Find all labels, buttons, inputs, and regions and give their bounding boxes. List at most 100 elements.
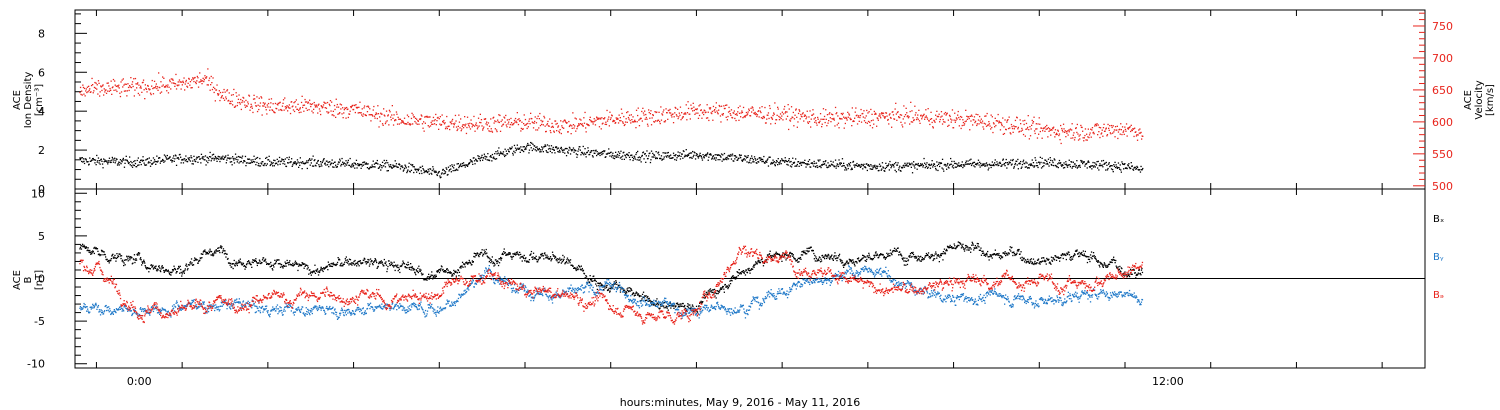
velocity-point	[310, 105, 312, 108]
Bx-point	[256, 262, 258, 264]
velocity-point	[761, 106, 763, 108]
density-point	[652, 152, 654, 155]
density-point	[384, 166, 387, 168]
Bx-point	[582, 269, 585, 271]
Bx-point	[215, 252, 217, 254]
Bx-point	[580, 269, 582, 271]
density-point	[1136, 165, 1138, 168]
density-point	[407, 169, 409, 171]
density-point	[615, 156, 617, 158]
Bx-point	[531, 256, 533, 258]
density-point	[262, 161, 264, 163]
density-point	[780, 163, 782, 165]
density-point	[392, 166, 395, 168]
density-point	[352, 164, 355, 166]
velocity-point	[793, 125, 795, 127]
density-point	[340, 163, 343, 166]
Bx-point	[419, 270, 421, 272]
density-point	[838, 159, 840, 161]
density-point	[1116, 167, 1118, 169]
density-point	[285, 165, 288, 168]
density-point	[373, 166, 375, 168]
density-point	[423, 171, 425, 174]
density-point	[941, 167, 943, 169]
density-point	[1031, 159, 1033, 161]
density-point	[99, 163, 101, 165]
velocity-point	[308, 109, 310, 111]
Bx-point	[622, 289, 625, 292]
Bx-point	[385, 264, 388, 266]
density-point	[353, 162, 355, 164]
velocity-point	[779, 113, 782, 115]
density-point	[101, 163, 104, 165]
velocity-point	[1034, 132, 1036, 135]
Bx-point	[220, 247, 222, 249]
density-point	[1058, 159, 1061, 162]
Bx-point	[415, 269, 417, 271]
velocity-point	[339, 103, 341, 105]
density-point	[394, 165, 396, 168]
density-point	[403, 169, 405, 171]
density-point	[722, 154, 724, 156]
density-point	[749, 157, 752, 160]
density-point	[177, 157, 179, 159]
density-point	[744, 159, 746, 161]
density-point	[969, 159, 971, 161]
density-point	[781, 158, 783, 160]
velocity-point	[975, 113, 977, 115]
velocity-point	[982, 126, 984, 128]
density-point	[149, 162, 151, 164]
density-point	[229, 158, 231, 160]
Bx-point	[376, 261, 378, 264]
velocity-point	[506, 126, 508, 128]
velocity-point	[865, 121, 867, 124]
Bx-point	[433, 274, 435, 276]
density-point	[445, 167, 447, 169]
velocity-point	[219, 99, 221, 102]
velocity-point	[589, 116, 591, 118]
velocity-point	[420, 118, 422, 120]
Bx-point	[605, 285, 607, 287]
velocity-point	[189, 81, 192, 83]
velocity-point	[141, 91, 143, 93]
Bx-point	[168, 272, 171, 275]
density-point	[1047, 158, 1050, 160]
density-point	[878, 163, 881, 165]
Bx-point	[551, 251, 554, 253]
velocity-point	[808, 116, 810, 118]
Bx-point	[88, 251, 90, 253]
Bx-point	[612, 287, 614, 289]
Bx-point	[126, 255, 128, 257]
density-point	[163, 154, 166, 156]
velocity-point	[815, 122, 818, 124]
velocity-point	[1036, 128, 1038, 130]
velocity-point	[495, 120, 497, 123]
velocity-point	[970, 114, 973, 116]
density-point	[1111, 165, 1113, 167]
density-point	[665, 155, 667, 157]
density-point	[1042, 166, 1044, 168]
Bx-point	[684, 304, 686, 307]
density-point	[992, 163, 995, 166]
Bx-point	[632, 293, 634, 295]
density-point	[1087, 160, 1089, 162]
density-point	[1021, 163, 1024, 166]
velocity-point	[627, 111, 629, 113]
velocity-point	[1109, 132, 1111, 134]
density-point	[493, 157, 495, 160]
velocity-point	[410, 123, 412, 125]
velocity-point	[414, 120, 416, 123]
density-point	[594, 152, 596, 154]
velocity-point	[446, 127, 448, 130]
density-point	[1091, 168, 1093, 170]
Bx-point	[167, 270, 169, 272]
density-point	[1126, 167, 1128, 170]
Bx-point	[649, 300, 651, 302]
Bx-point	[356, 262, 358, 264]
density-point	[132, 164, 134, 166]
density-point	[139, 161, 141, 163]
density-point	[490, 156, 492, 158]
density-point	[861, 164, 863, 166]
density-point	[1071, 161, 1073, 163]
density-point	[891, 165, 893, 167]
